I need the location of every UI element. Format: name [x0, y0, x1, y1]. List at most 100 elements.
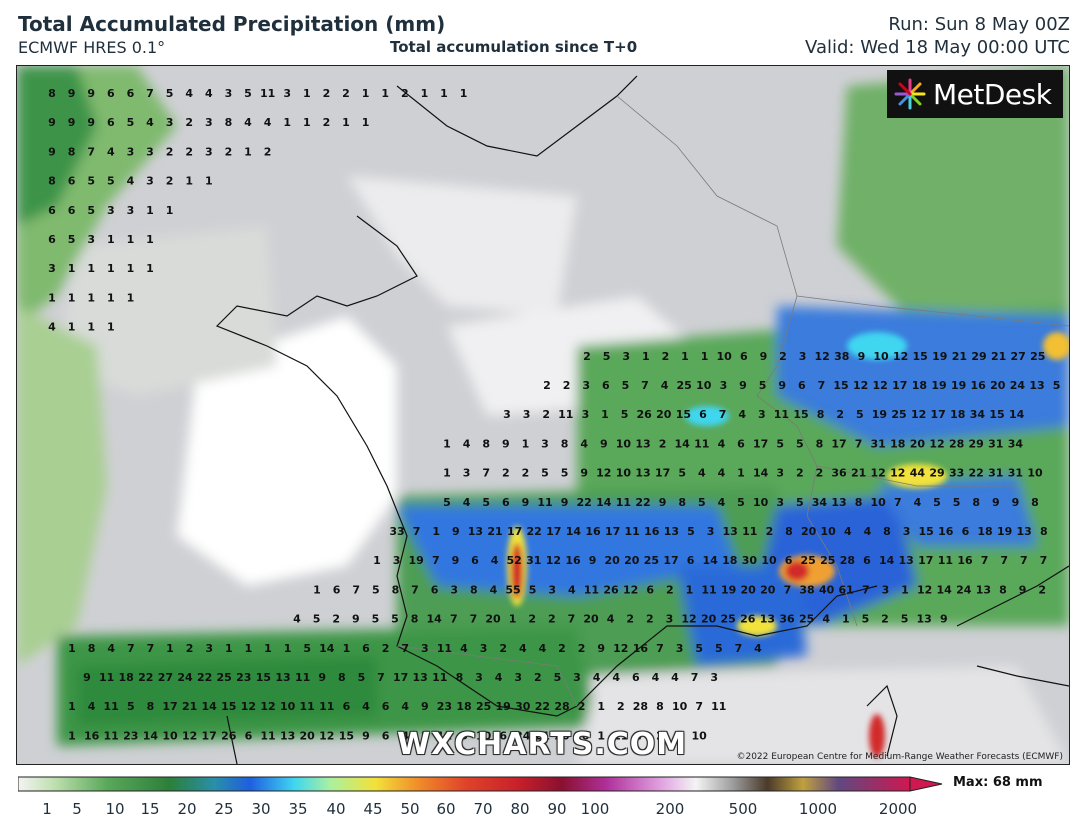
value-label: 38 — [799, 583, 814, 596]
value-label: 1 — [283, 116, 291, 129]
value-label: 11 — [625, 525, 640, 538]
value-label: 26 — [740, 613, 756, 626]
value-label: 3 — [582, 408, 590, 421]
value-label: 2 — [542, 408, 550, 421]
value-label: 1 — [432, 525, 440, 538]
value-label: 12 — [893, 350, 908, 363]
value-label: 2 — [166, 145, 174, 158]
value-label: 29 — [969, 437, 984, 450]
value-label: 4 — [495, 671, 503, 684]
value-label: 19 — [872, 408, 887, 421]
value-label: 7 — [691, 671, 699, 684]
value-label: 11 — [694, 437, 709, 450]
value-label: 15 — [339, 729, 354, 742]
value-label: 20 — [760, 583, 776, 596]
model-label: ECMWF HRES 0.1° — [18, 38, 166, 57]
precip-field — [17, 66, 1069, 764]
value-label: 10 — [753, 496, 769, 509]
value-label: 6 — [740, 350, 748, 363]
value-label: 2 — [186, 642, 194, 655]
value-label: 6 — [382, 729, 390, 742]
value-label: 1 — [443, 437, 451, 450]
value-label: 5 — [482, 496, 490, 509]
wxcharts-watermark: WXCHARTS.COM — [397, 727, 688, 762]
value-label: 17 — [162, 700, 177, 713]
value-label: 13 — [664, 525, 679, 538]
value-label: 1 — [146, 262, 154, 275]
value-label: 15 — [256, 671, 271, 684]
value-label: 3 — [205, 642, 213, 655]
value-label: 25 — [799, 613, 814, 626]
value-label: 11 — [742, 525, 757, 538]
value-label: 21 — [952, 350, 967, 363]
value-label: 6 — [127, 87, 135, 100]
value-label: 3 — [776, 496, 784, 509]
value-label: 4 — [718, 496, 726, 509]
value-label: 3 — [720, 379, 728, 392]
value-label: 1 — [303, 87, 311, 100]
value-label: 4 — [718, 467, 726, 480]
value-label: 5 — [862, 613, 870, 626]
value-label: 34 — [970, 408, 986, 421]
value-label: 4 — [718, 437, 726, 450]
value-label: 13 — [1017, 525, 1032, 538]
value-label: 7 — [818, 379, 826, 392]
value-label: 10 — [821, 525, 837, 538]
value-label: 7 — [1020, 554, 1028, 567]
value-label: 3 — [903, 525, 911, 538]
value-label: 24 — [1010, 379, 1026, 392]
value-label: 14 — [937, 583, 953, 596]
value-label: 13 — [917, 613, 932, 626]
value-label: 18 — [912, 379, 927, 392]
value-label: 2 — [185, 145, 193, 158]
value-label: 52 — [507, 554, 522, 567]
value-label: 4 — [205, 87, 213, 100]
value-label: 6 — [68, 175, 76, 188]
value-label: 2 — [543, 379, 551, 392]
value-label: 22 — [635, 496, 650, 509]
value-label: 12 — [613, 642, 628, 655]
colorbar — [18, 776, 943, 792]
value-label: 22 — [577, 496, 592, 509]
value-label: 4 — [844, 525, 852, 538]
value-label: 9 — [352, 613, 360, 626]
value-label: 7 — [719, 408, 727, 421]
colorbar-tick-label: 80 — [510, 800, 530, 818]
value-label: 3 — [48, 262, 56, 275]
value-label: 7 — [413, 525, 421, 538]
value-label: 10 — [696, 379, 712, 392]
value-label: 16 — [971, 379, 987, 392]
value-label: 7 — [568, 613, 576, 626]
value-label: 9 — [600, 437, 608, 450]
borders — [396, 95, 1069, 707]
value-label: 5 — [358, 671, 366, 684]
value-label: 4 — [490, 583, 498, 596]
value-label: 16 — [84, 729, 100, 742]
value-label: 4 — [146, 116, 154, 129]
value-label: 14 — [427, 613, 443, 626]
value-label: 11 — [319, 700, 334, 713]
valid-label: Valid: Wed 18 May 00:00 UTC — [805, 37, 1070, 58]
value-label: 14 — [703, 554, 719, 567]
value-label: 7 — [695, 700, 703, 713]
value-label: 40 — [819, 583, 835, 596]
value-label: 28 — [633, 700, 648, 713]
value-label: 3 — [225, 87, 233, 100]
value-label: 7 — [377, 671, 385, 684]
value-label: 4 — [460, 642, 468, 655]
value-label: 6 — [687, 554, 695, 567]
value-label: 5 — [87, 175, 95, 188]
value-label: 6 — [699, 408, 707, 421]
value-label: 15 — [793, 408, 808, 421]
value-label: 2 — [264, 145, 272, 158]
map-title: Total Accumulated Precipitation (mm) — [18, 12, 446, 36]
max-label: Max: 68 mm — [953, 775, 1043, 790]
value-label: 2 — [659, 437, 667, 450]
value-label: 2 — [881, 613, 889, 626]
value-label: 21 — [535, 729, 550, 742]
value-label: 5 — [856, 408, 864, 421]
value-label: 4 — [593, 671, 601, 684]
value-label: 9 — [362, 729, 370, 742]
value-label: 11 — [558, 408, 573, 421]
value-label: 12 — [182, 729, 197, 742]
